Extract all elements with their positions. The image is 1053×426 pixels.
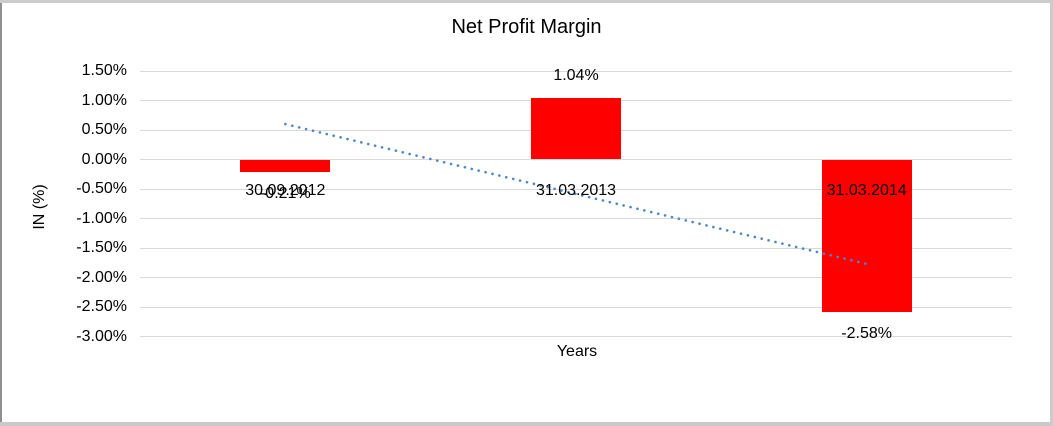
chart-title: Net Profit Margin: [451, 16, 602, 38]
data-label: -2.58%: [841, 324, 892, 342]
category-label: 31.03.2014: [826, 181, 907, 199]
gridline: [140, 247, 1012, 249]
data-label: -0.21%: [259, 184, 311, 202]
gridline: [140, 70, 1012, 72]
gridline: [140, 159, 1012, 160]
y-tick-label: -3.00%: [76, 327, 127, 345]
gridline: [140, 277, 1012, 278]
y-tick-label: 1.00%: [81, 91, 127, 109]
gridline: [140, 336, 1012, 337]
bar[interactable]: [240, 159, 331, 172]
category-label: 30.09.2012: [245, 181, 326, 199]
y-tick-label: -2.50%: [76, 298, 127, 315]
data-label: 1.04%: [553, 67, 599, 85]
category-label: 31.03.2013: [535, 181, 617, 199]
y-tick-label: -1.50%: [76, 239, 127, 256]
trendline[interactable]: [284, 122, 868, 266]
gridline: [140, 188, 1012, 190]
y-tick-label: -2.00%: [76, 268, 127, 286]
gridline: [140, 218, 1012, 219]
y-tick-label: 0.50%: [81, 121, 127, 138]
bar[interactable]: [821, 159, 912, 312]
y-tick-label: 1.50%: [81, 62, 127, 79]
y-tick-label: -0.50%: [76, 180, 127, 197]
y-tick-label: -1.00%: [76, 209, 127, 227]
x-axis-title: Years: [556, 343, 598, 360]
y-tick-label: 0.00%: [81, 150, 127, 168]
bar[interactable]: [531, 98, 621, 160]
gridline: [140, 306, 1012, 308]
